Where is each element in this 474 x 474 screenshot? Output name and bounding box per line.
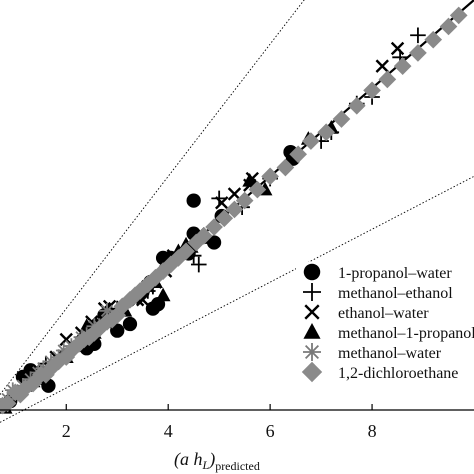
data-point: [35, 360, 52, 376]
data-point: [177, 242, 195, 261]
data-point: [211, 190, 227, 207]
data-point: [186, 193, 201, 208]
legend-marker: [303, 283, 321, 301]
data-point: [206, 235, 222, 250]
legend-marker: [303, 263, 321, 281]
data-point: [195, 227, 213, 245]
data-point: [155, 287, 171, 302]
data-point: [55, 342, 72, 359]
data-point: [215, 209, 234, 228]
data-point: [0, 394, 17, 413]
data-point: [242, 172, 258, 187]
data-point: [190, 256, 207, 273]
legend-marker: [304, 304, 320, 320]
legend-marker: [303, 343, 321, 361]
legend-label: methanol–1-propanol: [338, 325, 474, 342]
data-point: [424, 30, 443, 49]
data-point: [363, 81, 381, 100]
data-point: [410, 27, 426, 44]
legend: 1-propanol–water methanol–ethanol ethanol–…: [296, 262, 474, 392]
data-point: [393, 57, 412, 75]
legend-label: 1-propanol–water: [338, 265, 452, 282]
x-tick-label: 2: [62, 421, 71, 441]
data-point: [227, 187, 242, 201]
x-axis-title-main: (a h: [174, 449, 203, 470]
data-point: [122, 316, 138, 332]
data-point: [409, 44, 427, 62]
data-point: [332, 110, 351, 128]
legend-label: ethanol–water: [338, 305, 429, 322]
data-point: [261, 167, 279, 186]
x-axis-title-sub1: L: [202, 458, 210, 472]
data-point: [390, 41, 405, 56]
data-point: [248, 180, 267, 199]
data-point: [347, 96, 366, 115]
x-axis-title-sub2: predicted: [215, 459, 260, 473]
legend-marker: [303, 323, 321, 339]
data-point: [378, 70, 397, 89]
x-axis: 2 4 6 8: [0, 404, 474, 441]
x-axis-title: (a hL)predicted: [174, 449, 260, 473]
data-point: [99, 303, 115, 319]
legend-marker: [301, 361, 323, 383]
legend-label: methanol–ethanol: [338, 285, 453, 302]
x-tick-label: 4: [164, 421, 173, 441]
legend-label: 1,2-dichloroethane: [338, 365, 458, 382]
legend-label: methanol–water: [338, 345, 442, 362]
data-point: [205, 218, 223, 236]
legend-background: [296, 262, 474, 392]
x-ticks: 2 4 6 8: [62, 404, 377, 441]
data-point: [225, 200, 244, 219]
data-point: [235, 191, 254, 210]
data-point: [375, 59, 389, 73]
x-tick-label: 8: [368, 421, 377, 441]
data-point: [215, 196, 229, 210]
data-point: [317, 123, 336, 142]
reference-line-lower-bound: [0, 175, 474, 423]
x-tick-label: 6: [266, 421, 275, 441]
x-axis-title-close: ): [208, 449, 215, 470]
